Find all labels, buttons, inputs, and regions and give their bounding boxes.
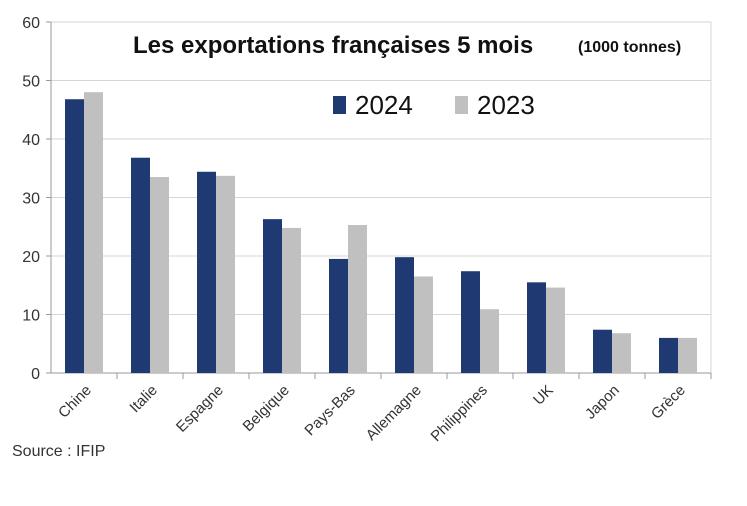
y-tick-label: 0: [31, 366, 40, 383]
bars: [65, 92, 697, 373]
bar-2024-allemagne: [395, 257, 414, 373]
bar-2024-espagne: [197, 171, 216, 373]
x-tick-label: Allemagne: [363, 382, 425, 444]
y-tick-label: 60: [22, 15, 40, 32]
bar-2024-pays-bas: [329, 258, 348, 373]
x-tick-label: Pays-Bas: [301, 382, 358, 439]
x-tick-label: Philippines: [428, 382, 491, 445]
x-tick-label: Belgique: [240, 382, 293, 435]
x-tick-label: Japon: [582, 382, 623, 423]
legend: 2024 2023: [333, 90, 535, 120]
legend-swatch-2024: [333, 96, 346, 114]
bar-2024-belgique: [263, 219, 282, 373]
chart-title: Les exportations françaises 5 mois (1000…: [133, 32, 681, 59]
bar-2023-chine: [84, 92, 103, 373]
bar-2023-espagne: [216, 175, 235, 373]
bar-2024-chine: [65, 99, 84, 373]
bar-2023-grèce: [678, 337, 697, 373]
chart-subtitle-text: (1000 tonnes): [578, 39, 681, 56]
chart-title-text: Les exportations françaises 5 mois: [133, 32, 533, 59]
y-tick-label: 10: [22, 308, 40, 325]
x-tick-label: Italie: [126, 382, 160, 416]
bar-2023-japon: [612, 333, 631, 373]
x-tick-label: Espagne: [173, 382, 227, 436]
x-tick-label: Grèce: [648, 382, 689, 423]
legend-swatch-2023: [455, 96, 468, 114]
bar-2024-japon: [593, 329, 612, 373]
bar-2023-allemagne: [414, 276, 433, 373]
x-tick-label: Chine: [55, 382, 95, 422]
y-tick-label: 40: [22, 132, 40, 149]
y-tick-label: 30: [22, 191, 40, 208]
bar-2023-pays-bas: [348, 224, 367, 373]
x-tick-label: UK: [530, 382, 557, 409]
bar-2023-italie: [150, 177, 169, 373]
y-tick-label: 20: [22, 249, 40, 266]
bar-2023-belgique: [282, 227, 301, 373]
bar-2023-uk: [546, 287, 565, 373]
bar-2024-uk: [527, 282, 546, 373]
y-tick-label: 50: [22, 74, 40, 91]
legend-label-2024: 2024: [355, 90, 413, 120]
source-note: Source : IFIP: [12, 443, 106, 460]
bar-2024-italie: [131, 157, 150, 373]
legend-label-2023: 2023: [477, 90, 535, 120]
bar-2023-philippines: [480, 309, 499, 373]
bar-2024-philippines: [461, 271, 480, 373]
bar-2024-grèce: [659, 337, 678, 373]
